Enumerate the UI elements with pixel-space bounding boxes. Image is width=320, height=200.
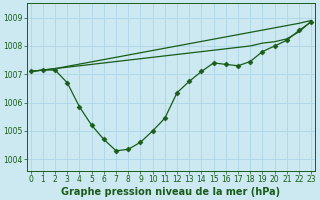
X-axis label: Graphe pression niveau de la mer (hPa): Graphe pression niveau de la mer (hPa) [61,187,281,197]
